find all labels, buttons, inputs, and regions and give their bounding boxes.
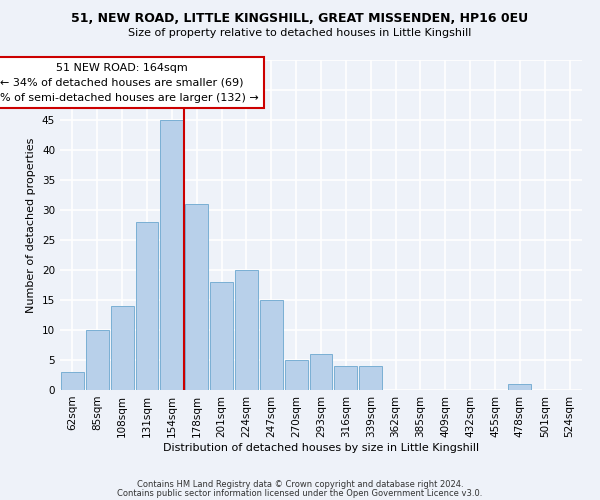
Bar [508,384,531,390]
Text: Size of property relative to detached houses in Little Kingshill: Size of property relative to detached ho… [128,28,472,38]
Text: Contains HM Land Registry data © Crown copyright and database right 2024.: Contains HM Land Registry data © Crown c… [137,480,463,489]
Text: 51 NEW ROAD: 164sqm
← 34% of detached houses are smaller (69)
65% of semi-detach: 51 NEW ROAD: 164sqm ← 34% of detached ho… [0,63,259,102]
Text: Contains public sector information licensed under the Open Government Licence v3: Contains public sector information licen… [118,488,482,498]
Bar [334,366,357,390]
Bar [310,354,332,390]
Text: 51, NEW ROAD, LITTLE KINGSHILL, GREAT MISSENDEN, HP16 0EU: 51, NEW ROAD, LITTLE KINGSHILL, GREAT MI… [71,12,529,26]
Bar [260,300,283,390]
Bar [359,366,382,390]
Bar [185,204,208,390]
Bar [61,372,84,390]
Bar [285,360,308,390]
Bar [111,306,134,390]
Y-axis label: Number of detached properties: Number of detached properties [26,138,37,312]
Bar [86,330,109,390]
Bar [210,282,233,390]
Bar [235,270,258,390]
Bar [136,222,158,390]
X-axis label: Distribution of detached houses by size in Little Kingshill: Distribution of detached houses by size … [163,442,479,452]
Bar [160,120,183,390]
